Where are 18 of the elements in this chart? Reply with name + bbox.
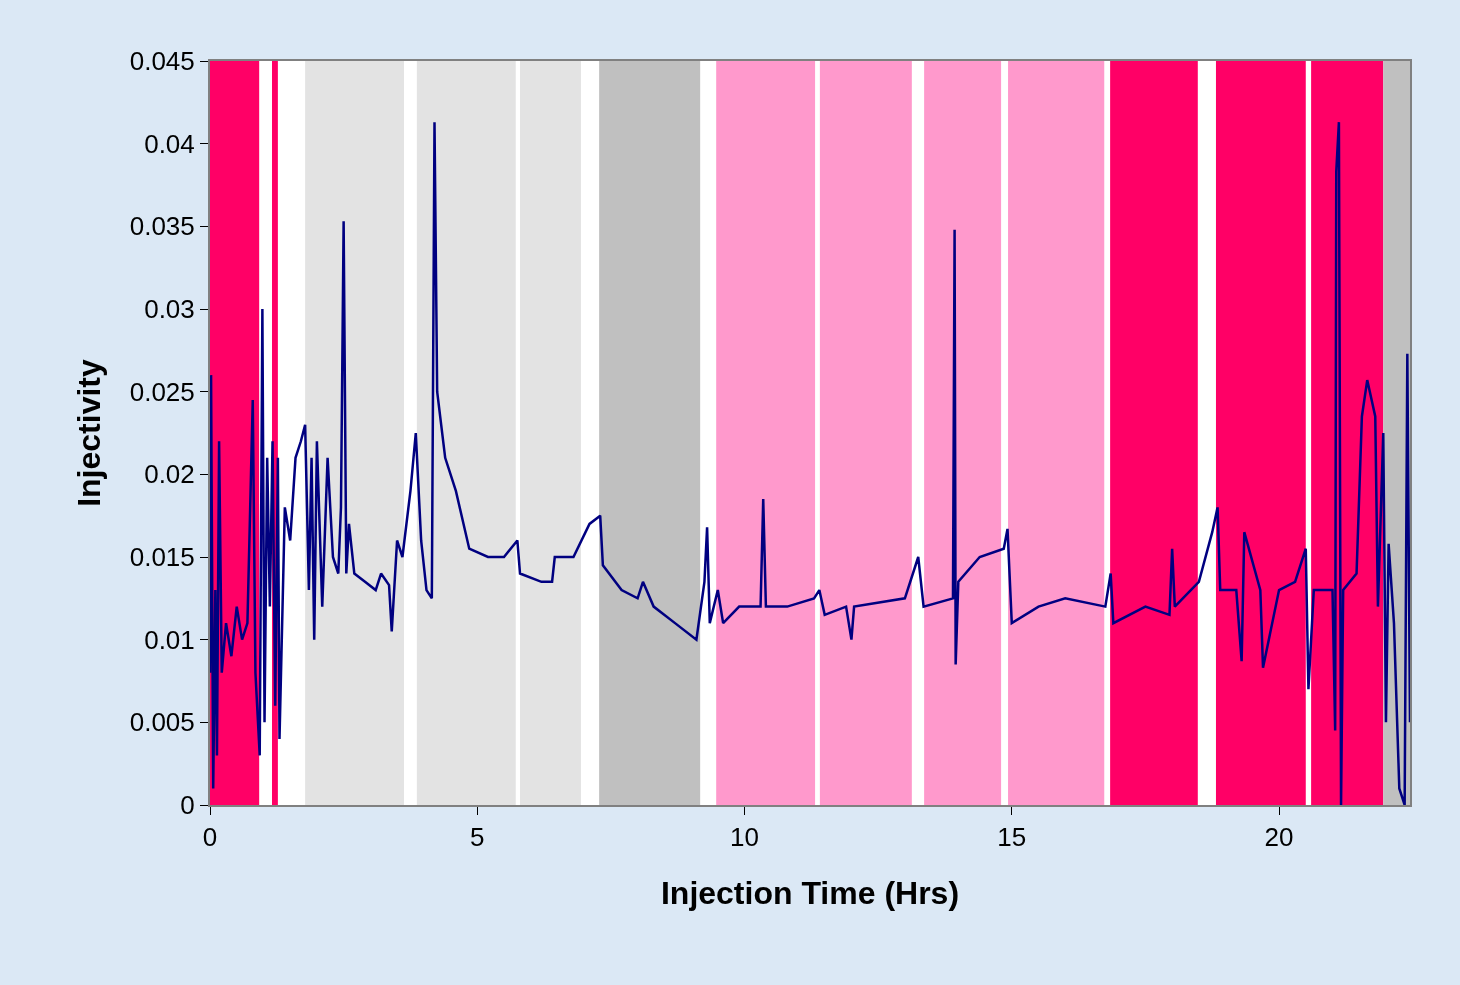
y-tick-label: 0.03 — [144, 294, 195, 325]
y-tick-label: 0.045 — [129, 46, 195, 77]
y-tick-label: 0.015 — [129, 542, 195, 573]
y-tick-label: 0.035 — [129, 211, 195, 242]
y-tick-label: 0.01 — [144, 624, 195, 655]
y-tick-label: 0.005 — [129, 707, 195, 738]
y-tick-label: 0.02 — [144, 459, 195, 490]
y-axis-title: Injectivity — [70, 358, 107, 507]
y-tick-label: 0 — [180, 790, 195, 821]
x-tick-label: 10 — [730, 822, 759, 853]
y-tick-label: 0.025 — [129, 376, 195, 407]
x-tick-label: 15 — [997, 822, 1027, 853]
x-axis-title: Injection Time (Hrs) — [660, 874, 960, 911]
x-tick-label: 20 — [1264, 822, 1294, 853]
x-tick-label: 5 — [470, 822, 485, 853]
line-series — [210, 120, 1410, 805]
x-tick-label: 0 — [202, 822, 218, 853]
y-tick-label: 0.04 — [144, 128, 195, 159]
